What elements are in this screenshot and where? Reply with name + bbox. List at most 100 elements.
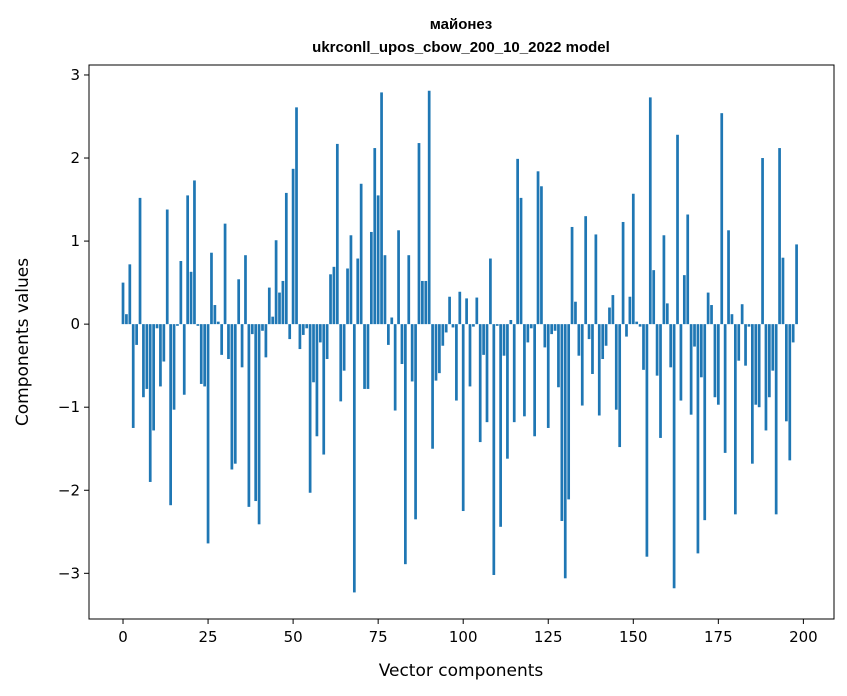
x-tick-label: 100 xyxy=(449,628,478,646)
bar xyxy=(761,158,764,325)
bar xyxy=(751,324,754,464)
bar xyxy=(713,324,717,398)
bar xyxy=(397,230,400,325)
bar xyxy=(577,324,581,356)
bar xyxy=(662,235,666,325)
y-axis-label: Components values xyxy=(13,258,33,426)
bar xyxy=(495,324,499,326)
bar xyxy=(305,324,309,329)
bar xyxy=(237,279,241,325)
bar xyxy=(407,255,411,325)
bar xyxy=(733,324,737,515)
bar xyxy=(550,324,554,335)
bar xyxy=(567,324,571,500)
chart-title-line2: ukrconll_upos_cbow_200_10_2022 model xyxy=(312,39,610,56)
bar xyxy=(557,324,560,388)
bar xyxy=(369,231,373,325)
bar xyxy=(652,270,656,325)
bar xyxy=(492,324,496,575)
bar xyxy=(604,324,608,346)
bar xyxy=(363,324,366,389)
bar xyxy=(526,324,530,343)
bar xyxy=(288,324,292,340)
bar xyxy=(193,180,196,325)
bar xyxy=(465,298,468,325)
bar xyxy=(645,324,649,557)
bar xyxy=(250,324,254,335)
x-axis-label: Vector components xyxy=(379,661,544,681)
bar xyxy=(264,324,268,358)
bar xyxy=(635,321,639,325)
bar xyxy=(332,266,336,325)
bar xyxy=(227,324,230,360)
x-tick-label: 175 xyxy=(704,628,733,646)
bar xyxy=(438,324,441,374)
bar xyxy=(383,255,387,325)
bar xyxy=(768,324,771,398)
bar xyxy=(536,171,540,325)
bar xyxy=(689,324,693,415)
bar xyxy=(621,221,625,325)
bar xyxy=(417,143,421,325)
bar xyxy=(509,319,513,325)
bar xyxy=(254,324,258,502)
bar xyxy=(451,324,455,328)
bar xyxy=(434,324,438,381)
bar xyxy=(424,280,428,325)
x-tick-label: 0 xyxy=(118,628,128,646)
bar xyxy=(233,324,237,464)
bar xyxy=(669,324,673,368)
bar xyxy=(155,324,159,329)
bar xyxy=(125,314,128,325)
bar xyxy=(162,324,166,362)
x-tick-label: 75 xyxy=(369,628,388,646)
bar xyxy=(723,324,727,453)
bar xyxy=(298,324,302,350)
bar xyxy=(659,324,662,438)
bar xyxy=(795,244,798,325)
bar xyxy=(540,186,543,325)
bar xyxy=(213,305,217,325)
bar xyxy=(223,223,227,325)
bar xyxy=(696,324,700,554)
bar xyxy=(172,324,176,410)
bar xyxy=(502,324,506,356)
bar xyxy=(444,324,448,333)
bar xyxy=(693,324,696,347)
bar xyxy=(614,324,618,410)
bar xyxy=(523,324,526,417)
y-tick-label: 1 xyxy=(70,232,80,250)
bar xyxy=(570,226,574,325)
bar xyxy=(414,324,417,520)
bar xyxy=(342,324,346,371)
bar xyxy=(764,324,768,431)
bar xyxy=(339,324,343,402)
bar xyxy=(291,168,295,325)
bar xyxy=(679,324,683,401)
bar xyxy=(380,92,383,325)
bar xyxy=(618,324,622,448)
bar xyxy=(267,287,271,325)
bar xyxy=(261,324,264,331)
bar xyxy=(730,314,734,325)
bar xyxy=(240,324,244,368)
bar xyxy=(135,324,138,345)
bar xyxy=(720,113,724,325)
bar xyxy=(628,296,632,325)
chart-title-line1: майонез xyxy=(430,16,492,33)
bar xyxy=(329,274,332,325)
bar xyxy=(387,324,390,345)
bar xyxy=(778,148,781,325)
bar xyxy=(611,295,615,325)
bar xyxy=(284,192,288,325)
x-tick-label: 25 xyxy=(199,628,218,646)
bar xyxy=(791,324,795,343)
bar xyxy=(774,324,778,515)
bar xyxy=(281,280,285,325)
bar xyxy=(533,324,536,437)
bar xyxy=(638,324,642,327)
bar xyxy=(584,216,588,325)
bar xyxy=(390,317,394,325)
bar xyxy=(781,257,785,325)
